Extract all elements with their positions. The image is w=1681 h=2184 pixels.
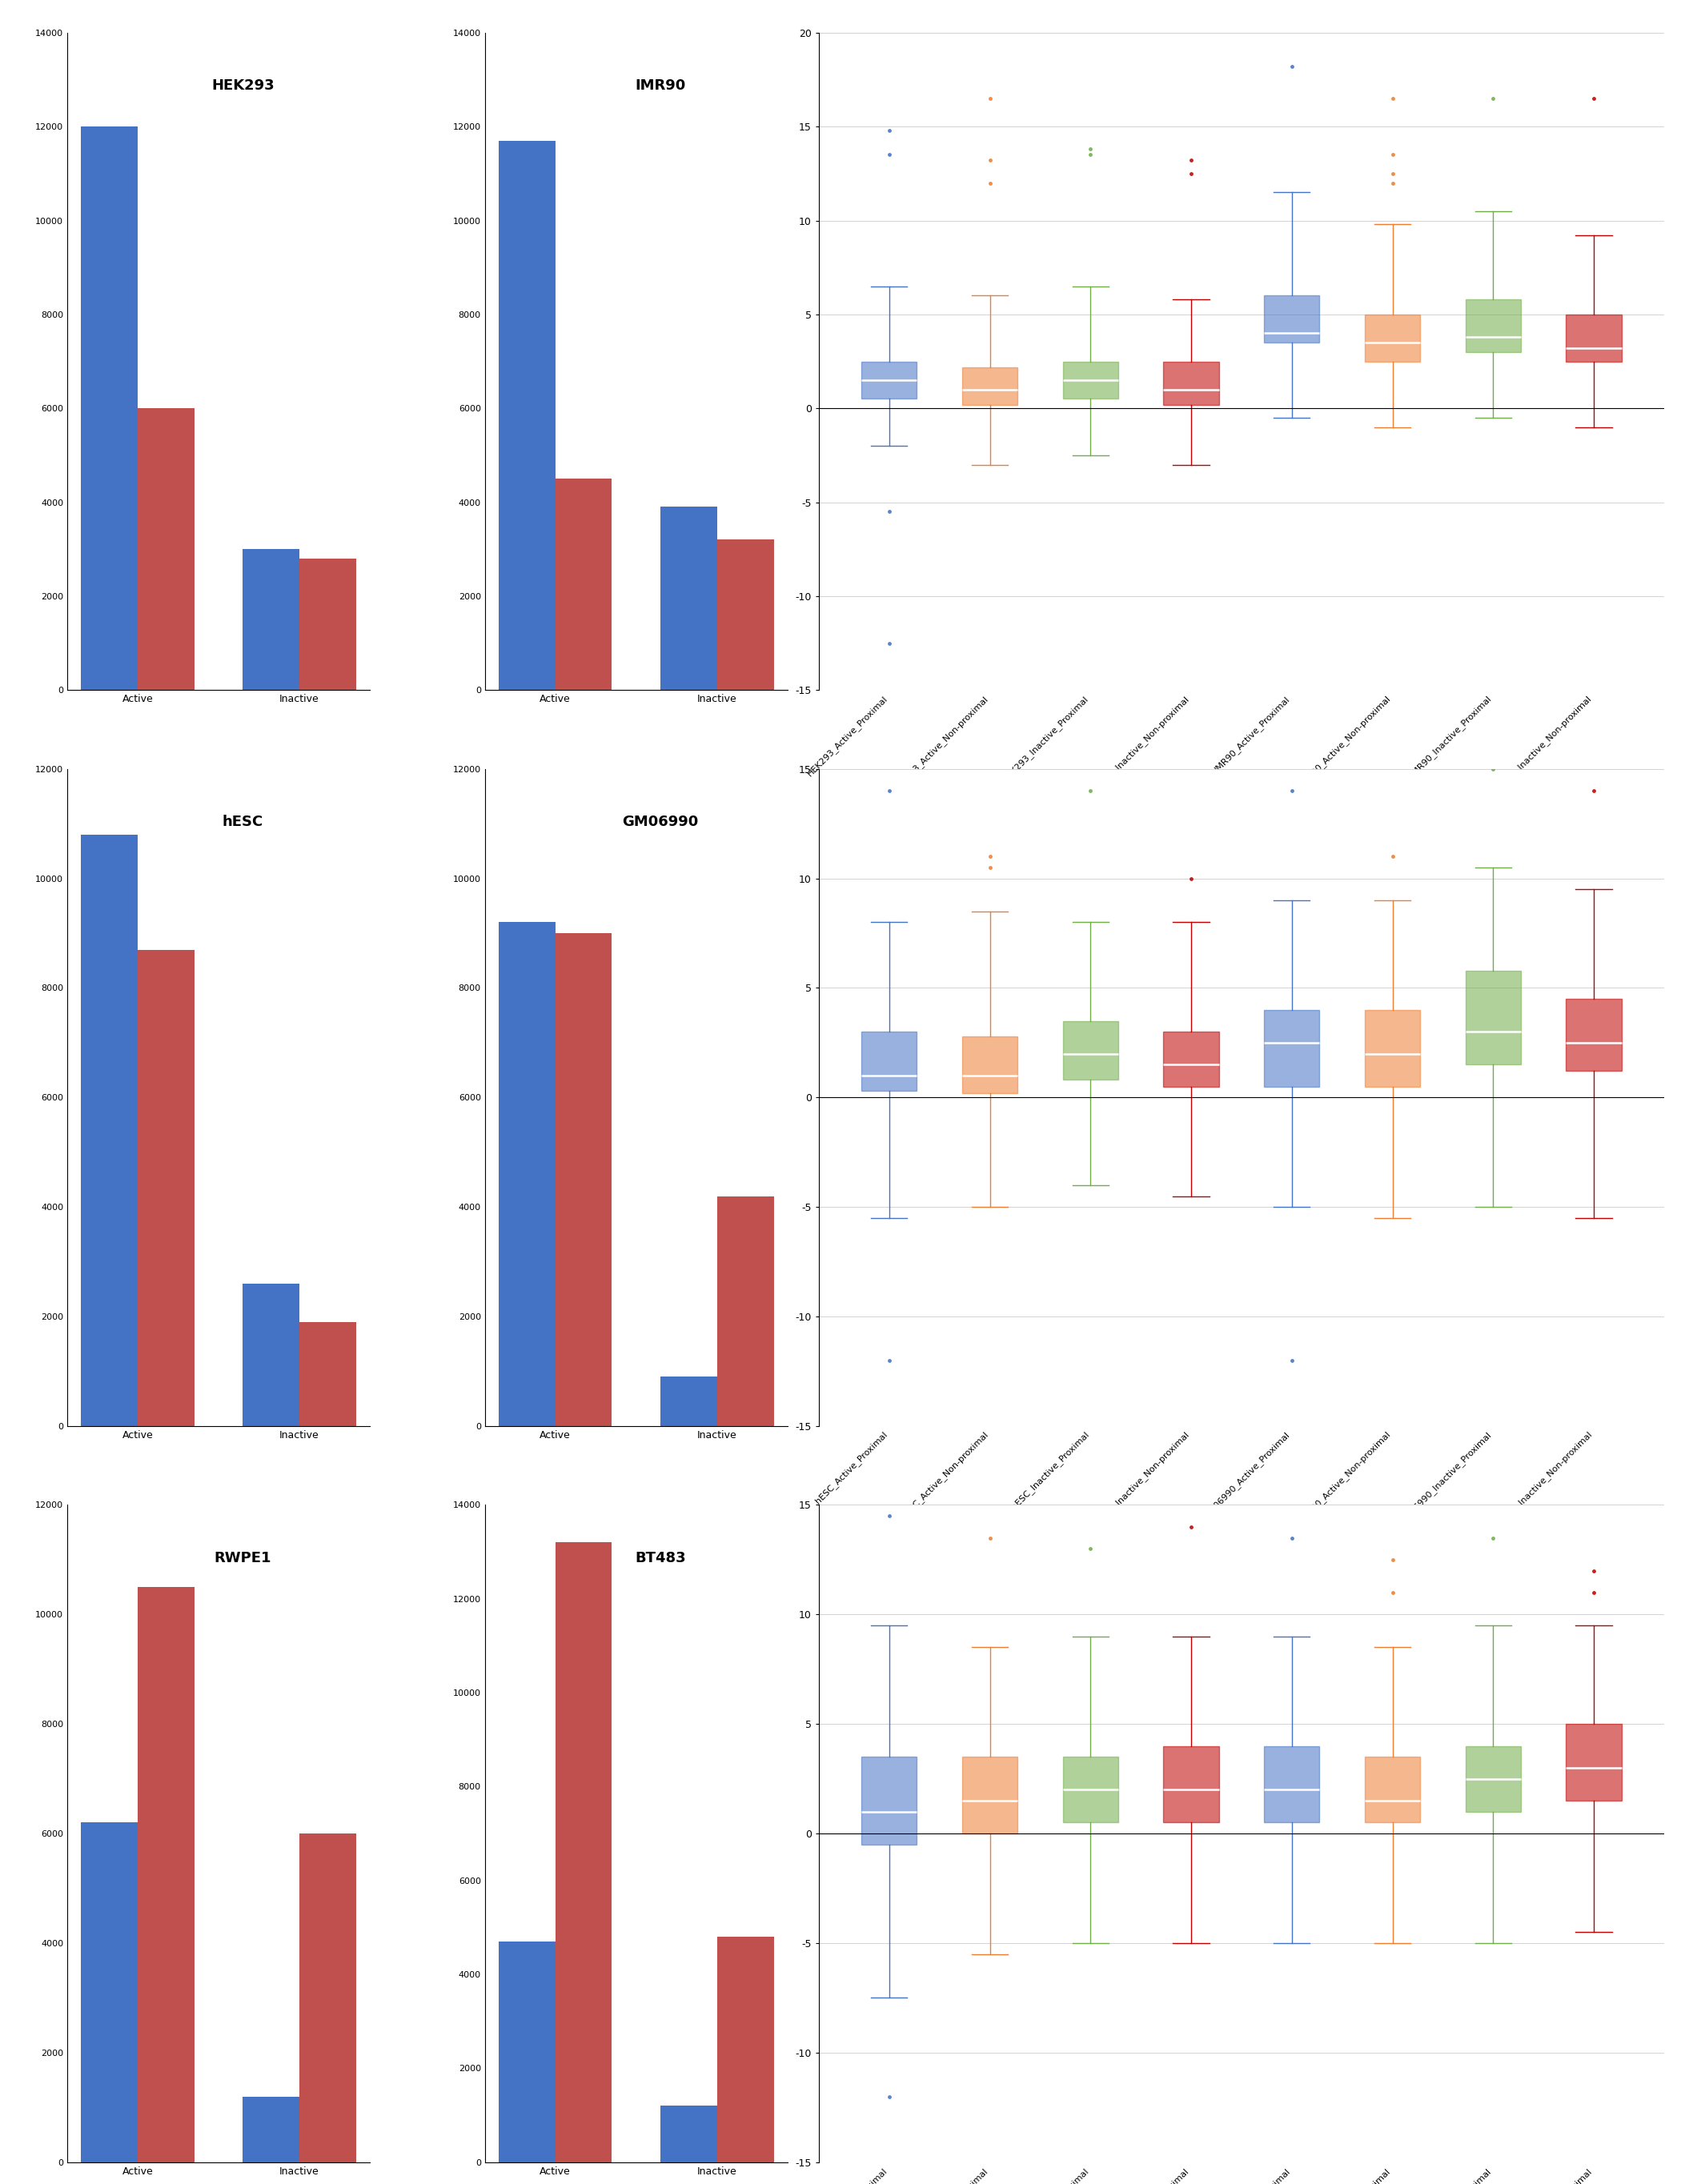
Bar [962, 367, 1017, 404]
Bar [499, 922, 555, 1426]
Bar [242, 1284, 299, 1426]
Bar [555, 1542, 612, 2162]
Legend: Proximal, Non-proximal: Proximal, Non-proximal [550, 834, 723, 850]
Bar [1466, 970, 1521, 1064]
Bar [962, 1035, 1017, 1092]
Bar [661, 1376, 718, 1426]
Bar [1264, 1009, 1320, 1085]
Bar [1062, 360, 1118, 400]
Bar [499, 140, 555, 690]
Bar [299, 1835, 356, 2162]
Legend: Proximal, Non-proximal: Proximal, Non-proximal [133, 1570, 304, 1586]
Bar [81, 1824, 138, 2162]
Text: RWPE1: RWPE1 [213, 1551, 271, 1566]
Bar [299, 559, 356, 690]
Bar [718, 1937, 773, 2162]
Bar [1163, 360, 1219, 404]
Bar [81, 127, 138, 690]
Bar [1365, 1009, 1420, 1085]
Text: HEK293: HEK293 [212, 79, 274, 94]
Bar [1567, 1723, 1622, 1800]
Bar [1163, 1745, 1219, 1824]
Bar [138, 950, 195, 1426]
Bar [862, 360, 916, 400]
Bar [1567, 998, 1622, 1070]
Bar [555, 478, 612, 690]
Bar [1567, 314, 1622, 360]
Bar [661, 2105, 718, 2162]
Bar [242, 2097, 299, 2162]
Bar [81, 834, 138, 1426]
Bar [862, 1031, 916, 1090]
Bar [242, 548, 299, 690]
Bar [1062, 1020, 1118, 1079]
Bar [1365, 1756, 1420, 1824]
Bar [1264, 1745, 1320, 1824]
Bar [1466, 1745, 1521, 1813]
Text: IMR90: IMR90 [635, 79, 686, 94]
Bar [1163, 1031, 1219, 1085]
Bar [718, 539, 773, 690]
Bar [862, 1756, 916, 1845]
Bar [1062, 1756, 1118, 1824]
Bar [1264, 295, 1320, 343]
Bar [718, 1197, 773, 1426]
Bar [661, 507, 718, 690]
Text: GM06990: GM06990 [622, 815, 699, 830]
Bar [1466, 299, 1521, 352]
Bar [555, 933, 612, 1426]
Bar [138, 408, 195, 690]
Bar [499, 1942, 555, 2162]
Text: hESC: hESC [222, 815, 264, 830]
Legend: Proximal, Non-proximal: Proximal, Non-proximal [550, 1570, 723, 1586]
Bar [1365, 314, 1420, 360]
Text: BT483: BT483 [635, 1551, 686, 1566]
Bar [138, 1588, 195, 2162]
Bar [299, 1321, 356, 1426]
Legend: Proximal, Non-proximal: Proximal, Non-proximal [133, 834, 304, 850]
Bar [962, 1756, 1017, 1835]
